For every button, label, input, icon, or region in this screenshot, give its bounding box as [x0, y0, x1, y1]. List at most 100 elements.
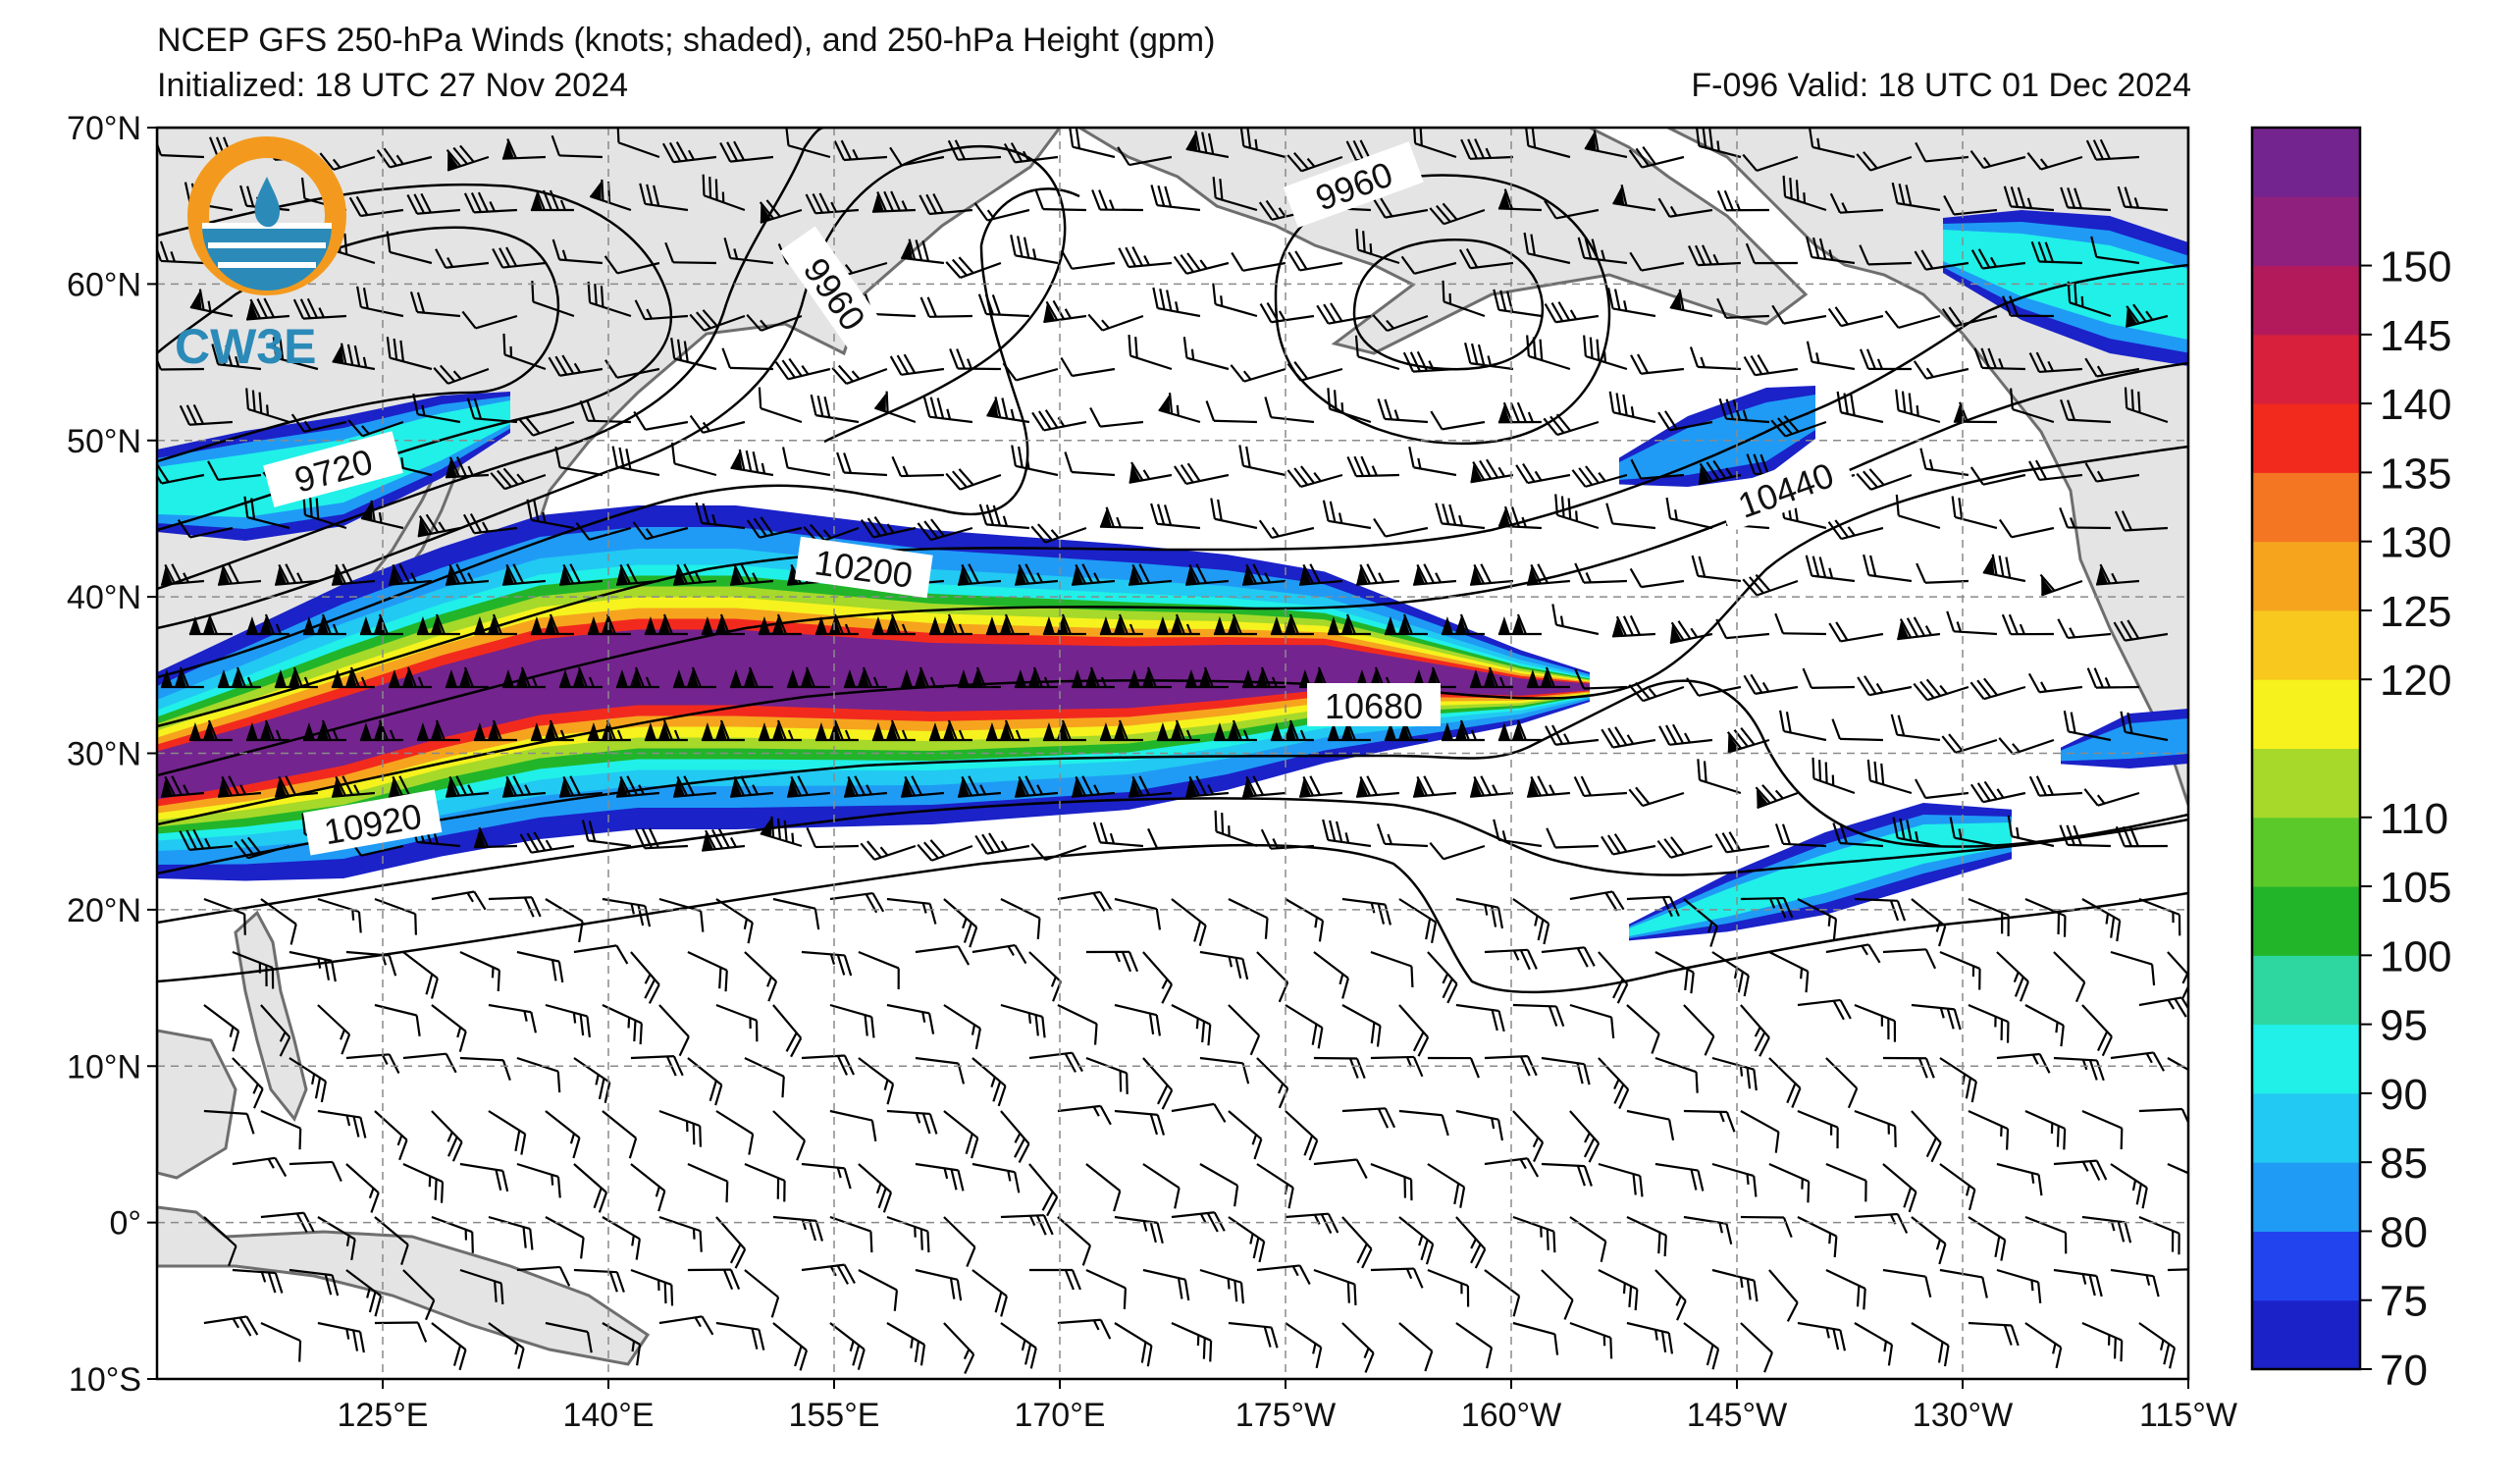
wind-barb: [1711, 1268, 1759, 1302]
wind-barb: [1740, 1215, 1793, 1238]
wind-barb: [292, 297, 346, 320]
wind-barb: [1355, 563, 1400, 586]
wind-barb: [1740, 896, 1794, 919]
colorbar-label: 110: [2380, 795, 2448, 843]
colorbar-swatch: [2252, 334, 2360, 404]
wind-barb: [1150, 185, 1201, 212]
wind-barb: [157, 349, 204, 371]
wind-barb: [1546, 827, 1599, 849]
wind-barb: [1968, 1109, 2010, 1150]
wind-barb: [1427, 1268, 1470, 1307]
wind-barb: [376, 147, 433, 169]
wind-barb: [1996, 1268, 2042, 1303]
wind-barb: [1156, 719, 1200, 742]
wind-barb: [461, 310, 518, 330]
wind-barb: [1512, 1215, 1556, 1253]
wind-barb: [1884, 310, 1941, 330]
wind-barb: [558, 775, 604, 798]
wind-barb: [289, 1268, 340, 1297]
wind-barb: [900, 775, 945, 798]
wind-barb: [1085, 950, 1139, 973]
wind-barb: [1210, 498, 1258, 530]
wind-barb: [2024, 1215, 2068, 1254]
wind-barb: [1497, 613, 1542, 636]
wind-barb: [730, 449, 774, 477]
wind-barb: [431, 1110, 463, 1162]
wind-barb: [1797, 998, 1852, 1021]
wind-barb: [889, 353, 945, 376]
wind-barb: [1657, 410, 1713, 432]
wind-barb: [943, 1110, 979, 1159]
wind-barb: [1607, 288, 1656, 318]
wind-barb: [615, 563, 660, 586]
wind-barb: [1484, 948, 1538, 971]
wind-barb: [1601, 833, 1656, 856]
wind-barb: [915, 1162, 965, 1192]
wind-barb: [871, 190, 916, 213]
wind-barb: [1827, 519, 1884, 541]
wind-barb: [1128, 563, 1173, 586]
wind-barb: [1043, 299, 1087, 324]
wind-barb: [374, 1216, 409, 1265]
wind-barb: [589, 179, 632, 212]
wind-barb: [1150, 503, 1201, 530]
axis-labels: 125°E 140°E 155°E 170°E 175°W 160°W 145°W 130°W…: [67, 110, 2237, 1434]
wind-barb: [831, 364, 888, 385]
wind-barb: [1429, 842, 1486, 861]
contour-line: [157, 145, 1067, 630]
wind-barb: [1118, 246, 1173, 269]
wind-barb: [1654, 1269, 1687, 1321]
wind-barb: [957, 563, 1002, 586]
wind-barb: [928, 613, 972, 636]
wind-barb: [1398, 1216, 1435, 1265]
wind-barb: [2167, 1057, 2188, 1081]
wind-barb: [806, 826, 859, 849]
wind-barb: [1569, 1321, 1613, 1359]
wind-barb: [2084, 462, 2140, 483]
wind-barb: [945, 256, 1002, 279]
wind-barb: [207, 460, 262, 481]
wind-barb: [1455, 1216, 1487, 1269]
wind-barb: [1129, 461, 1173, 484]
wind-barb: [943, 1004, 982, 1050]
wind-barb: [1313, 1056, 1366, 1079]
wind-barb: [1657, 197, 1713, 218]
wind-barb: [1092, 821, 1144, 848]
wind-barb: [1430, 410, 1486, 431]
wind-barb: [1114, 1215, 1164, 1245]
wind-barb: [573, 1268, 625, 1293]
wind-barb: [1946, 610, 1997, 636]
wind-barb: [957, 666, 1001, 689]
wind-barb: [1285, 1110, 1319, 1161]
wind-barb: [1370, 1162, 1413, 1201]
wind-barb: [1882, 1056, 1935, 1079]
wind-barb: [1628, 146, 1685, 169]
wind-barb: [245, 613, 289, 636]
wind-barb: [160, 775, 205, 798]
wind-barb: [1897, 616, 1941, 641]
wind-barb: [1526, 666, 1570, 689]
wind-barb: [1832, 822, 1884, 848]
wind-barb: [760, 816, 803, 848]
wind-barb: [1256, 1057, 1289, 1109]
wind-barb: [1034, 188, 1086, 212]
wind-barb: [317, 1216, 356, 1261]
wind-barb: [772, 1110, 807, 1161]
wind-barb: [1264, 397, 1315, 424]
lat-label: 10°S: [69, 1361, 141, 1399]
wind-barb: [1117, 146, 1173, 167]
wind-barb: [746, 516, 803, 539]
wind-barb: [943, 898, 978, 948]
wind-barb: [1601, 726, 1656, 749]
wind-barb: [319, 152, 376, 171]
wind-barb: [833, 139, 888, 162]
wind-barb: [715, 1003, 759, 1042]
wind-barb: [1171, 1102, 1227, 1123]
wind-barb: [971, 1162, 1021, 1193]
wind-barb: [217, 775, 262, 798]
wind-barb: [801, 1162, 852, 1190]
wind-barb: [232, 1057, 264, 1109]
wind-barb: [1484, 1269, 1521, 1317]
wind-barb: [1512, 898, 1550, 945]
wind-barb: [1064, 451, 1116, 477]
